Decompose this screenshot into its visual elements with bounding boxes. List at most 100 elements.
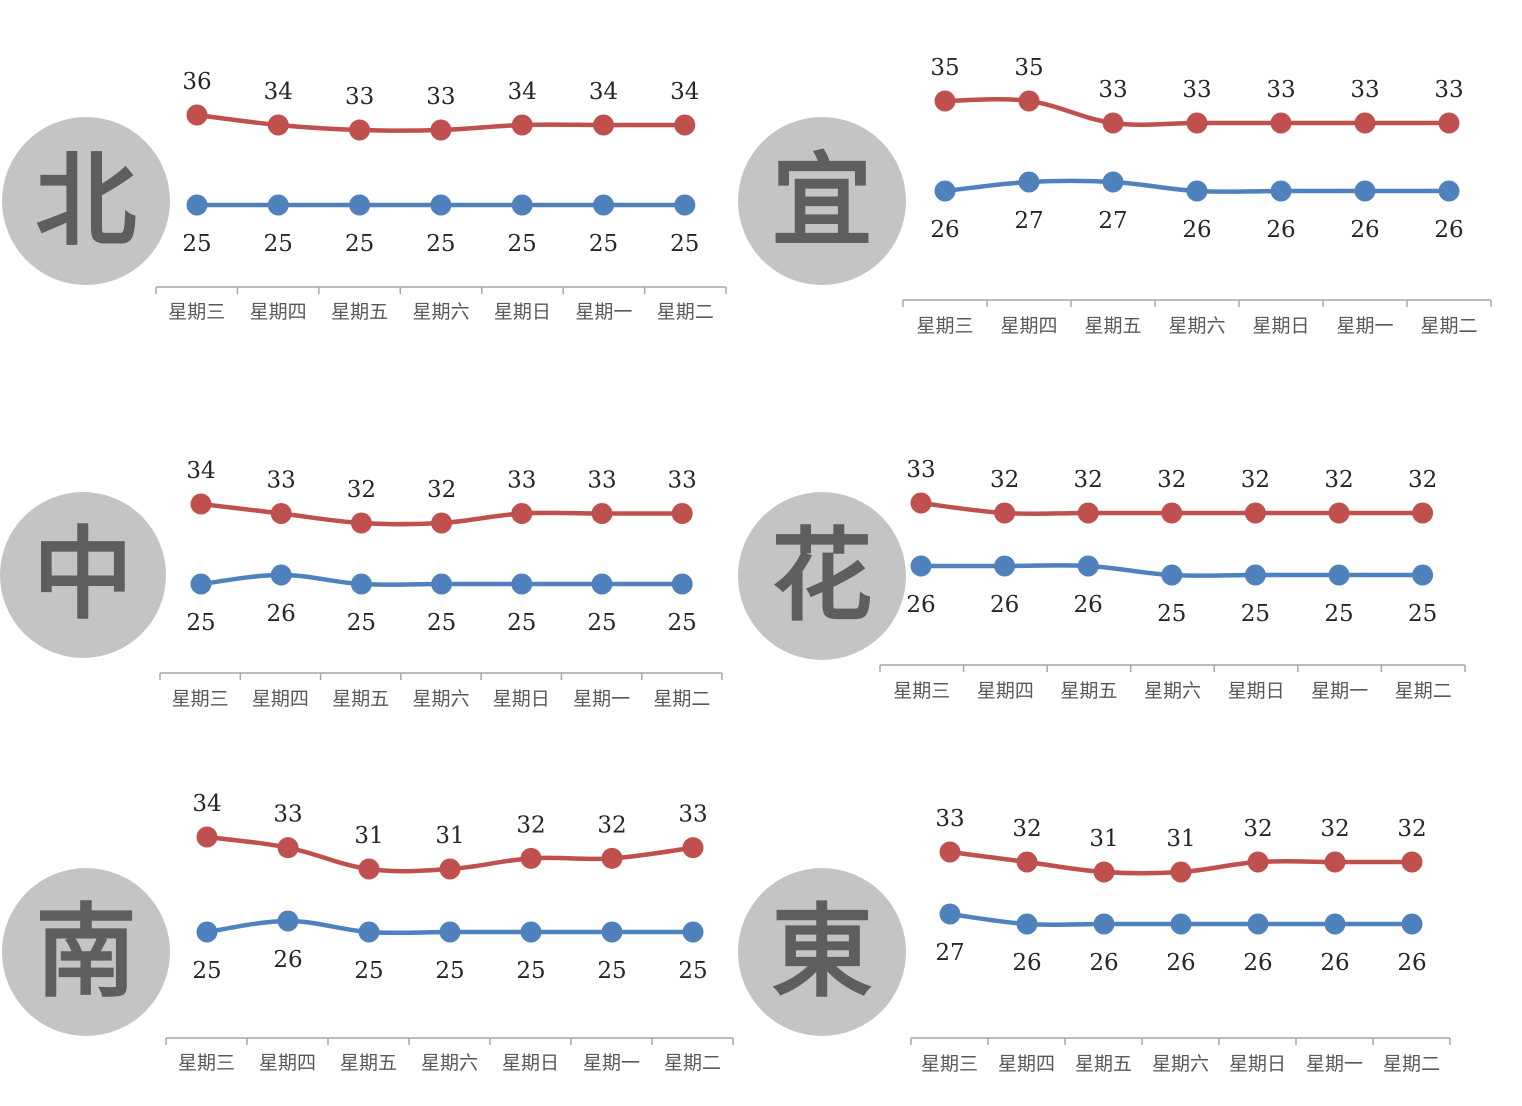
high-temp-point xyxy=(910,492,932,514)
high-temp-point xyxy=(994,502,1016,524)
low-temp-point xyxy=(350,573,372,595)
low-temp-point xyxy=(1412,564,1434,586)
high-temp-label: 32 xyxy=(516,812,545,838)
low-temp-point xyxy=(1354,180,1376,202)
low-temp-point xyxy=(934,180,956,202)
low-temp-label: 25 xyxy=(354,958,383,984)
x-tick-label: 星期二 xyxy=(1383,1053,1440,1075)
low-temp-point xyxy=(196,921,218,943)
x-tick-label: 星期五 xyxy=(331,301,388,323)
high-temp-label: 32 xyxy=(1243,816,1272,842)
low-temp-label: 26 xyxy=(1074,592,1103,618)
low-temp-label: 27 xyxy=(1014,208,1043,234)
x-tick-label: 星期日 xyxy=(1228,680,1285,702)
high-temp-point xyxy=(939,841,961,863)
high-temp-label: 33 xyxy=(1098,77,1127,103)
low-temp-label: 25 xyxy=(516,958,545,984)
low-temp-label: 25 xyxy=(668,610,697,636)
low-temp-label: 25 xyxy=(1408,601,1437,627)
high-temp-label: 33 xyxy=(906,457,935,483)
high-temp-point xyxy=(439,858,461,880)
high-temp-point xyxy=(1401,851,1423,873)
x-tick-label: 星期日 xyxy=(493,688,550,710)
low-temp-point xyxy=(593,194,614,216)
high-temp-point xyxy=(1093,861,1115,883)
high-temp-label: 34 xyxy=(264,79,293,105)
high-temp-label: 33 xyxy=(678,802,707,828)
high-temp-point xyxy=(1412,502,1434,524)
high-temp-label: 33 xyxy=(267,468,296,494)
x-tick-label: 星期三 xyxy=(893,680,950,702)
high-temp-label: 36 xyxy=(182,69,211,95)
x-tick-label: 星期三 xyxy=(921,1053,978,1075)
high-temp-point xyxy=(186,104,208,126)
low-temp-point xyxy=(1016,913,1038,935)
low-temp-point xyxy=(682,921,704,943)
x-tick-label: 星期三 xyxy=(172,688,229,710)
high-temp-point xyxy=(1161,502,1183,524)
low-temp-point xyxy=(1247,913,1269,935)
low-temp-label: 25 xyxy=(1324,601,1353,627)
x-tick-label: 星期六 xyxy=(1168,315,1225,337)
region-badge-east: 東 xyxy=(738,868,906,1036)
high-temp-point xyxy=(267,114,289,136)
high-temp-label: 33 xyxy=(587,468,616,494)
low-temp-point xyxy=(358,921,380,943)
high-temp-label: 32 xyxy=(1397,816,1426,842)
high-temp-point xyxy=(190,493,212,515)
x-tick-label: 星期二 xyxy=(664,1052,721,1074)
high-temp-label: 33 xyxy=(273,802,302,828)
low-temp-point xyxy=(674,194,696,216)
low-temp-point xyxy=(431,573,453,595)
high-temp-point xyxy=(270,503,292,524)
high-temp-label: 31 xyxy=(1089,826,1118,852)
low-temp-label: 26 xyxy=(930,217,959,243)
high-temp-point xyxy=(1018,90,1040,112)
high-temp-point xyxy=(1354,112,1376,134)
low-temp-label: 26 xyxy=(1350,217,1379,243)
high-temp-label: 34 xyxy=(670,79,699,105)
x-tick-label: 星期四 xyxy=(250,301,307,323)
x-tick-label: 星期日 xyxy=(1252,315,1309,337)
low-temp-label: 25 xyxy=(192,958,221,984)
x-tick-label: 星期六 xyxy=(421,1052,478,1074)
low-temp-label: 25 xyxy=(264,231,293,257)
high-temp-point xyxy=(1077,502,1099,524)
x-tick-label: 星期一 xyxy=(575,301,632,323)
high-temp-label: 34 xyxy=(192,791,221,817)
high-temp-label: 32 xyxy=(1157,467,1186,493)
high-temp-point xyxy=(431,512,453,534)
high-temp-label: 31 xyxy=(435,823,464,849)
x-tick-label: 星期六 xyxy=(412,688,469,710)
low-temp-label: 25 xyxy=(426,231,455,257)
x-tick-label: 星期日 xyxy=(1229,1053,1286,1075)
low-temp-point xyxy=(511,573,533,595)
x-tick-label: 星期五 xyxy=(340,1052,397,1074)
low-temp-label: 26 xyxy=(1320,950,1349,976)
high-temp-label: 33 xyxy=(668,468,697,494)
high-temp-label: 32 xyxy=(1324,467,1353,493)
low-temp-point xyxy=(1270,180,1292,202)
low-temp-point xyxy=(1161,564,1183,586)
high-temp-point xyxy=(511,503,533,524)
high-temp-point xyxy=(511,114,533,136)
high-temp-point xyxy=(1324,851,1346,873)
x-tick-label: 星期五 xyxy=(332,688,389,710)
high-temp-label: 35 xyxy=(1014,55,1043,81)
low-temp-label: 25 xyxy=(345,231,374,257)
x-tick-label: 星期四 xyxy=(259,1052,316,1074)
high-temp-point xyxy=(1102,112,1124,134)
low-temp-label: 27 xyxy=(935,940,964,966)
high-temp-label: 33 xyxy=(426,84,455,110)
x-tick-label: 星期六 xyxy=(412,301,469,323)
low-temp-point xyxy=(1170,913,1192,935)
low-temp-label: 27 xyxy=(1098,208,1127,234)
high-temp-label: 33 xyxy=(1350,77,1379,103)
low-temp-point xyxy=(1018,171,1040,193)
high-temp-label: 32 xyxy=(427,477,456,503)
low-temp-point xyxy=(1401,913,1423,935)
low-temp-point xyxy=(186,194,208,216)
